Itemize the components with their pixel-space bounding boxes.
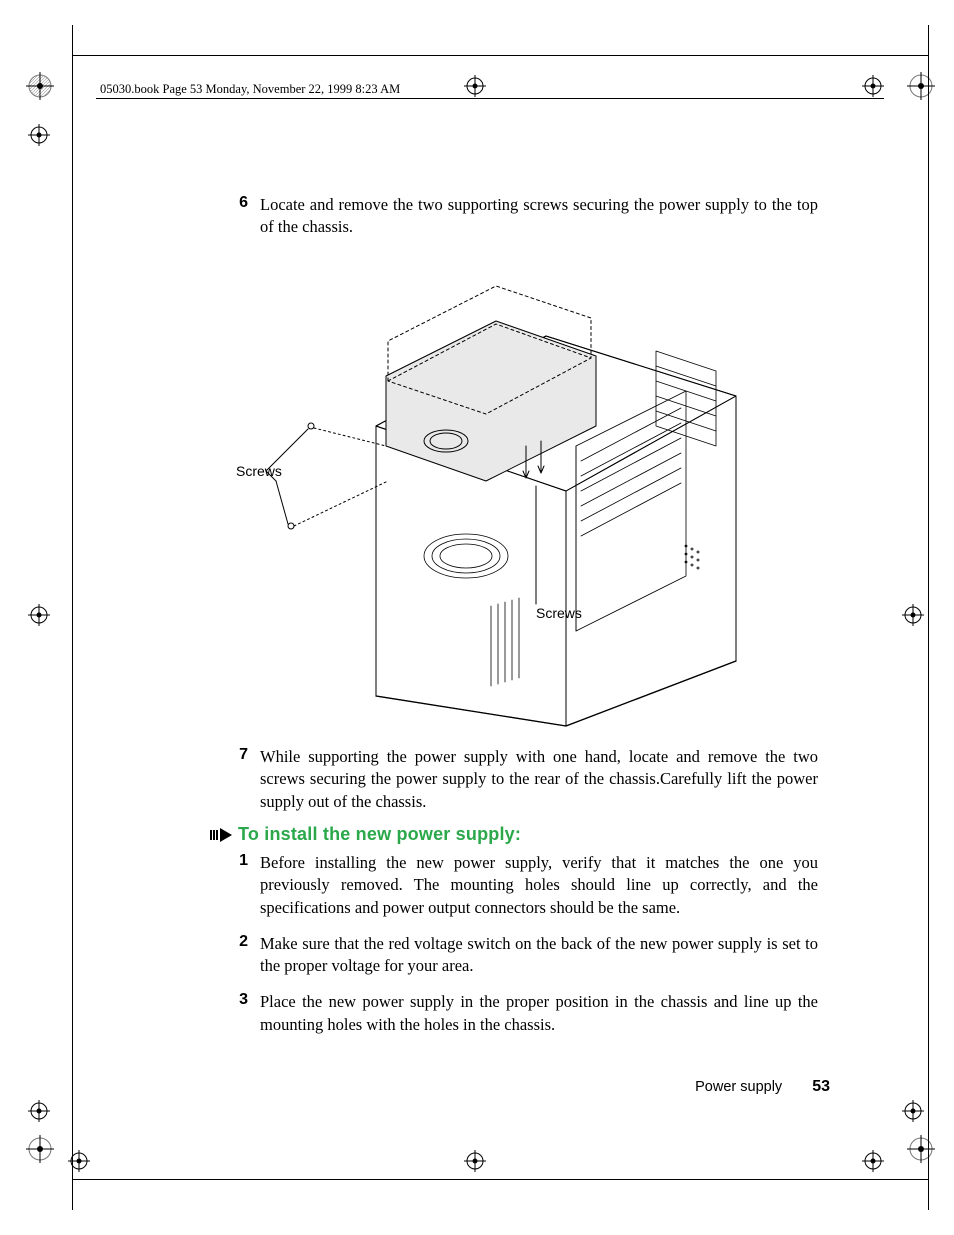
crop-target-icon — [28, 1100, 50, 1122]
step-text: While supporting the power supply with o… — [260, 746, 818, 813]
crop-target-icon — [862, 75, 884, 97]
registration-mark-icon — [907, 72, 935, 100]
crop-rule — [928, 25, 929, 1210]
step-item: 2 Make sure that the red voltage switch … — [236, 933, 818, 978]
step-list-c: 1 Before installing the new power supply… — [236, 852, 818, 1050]
step-number: 6 — [236, 194, 260, 239]
step-list-a: 6 Locate and remove the two supporting s… — [236, 194, 818, 253]
step-number: 3 — [236, 991, 260, 1036]
registration-mark-icon — [907, 1135, 935, 1163]
figure-label-center: Screws — [536, 605, 582, 621]
step-item: 3 Place the new power supply in the prop… — [236, 991, 818, 1036]
step-number: 1 — [236, 852, 260, 919]
header-rule — [96, 98, 884, 99]
step-item: 7 While supporting the power supply with… — [236, 746, 818, 813]
crop-rule — [72, 1179, 929, 1180]
step-item: 1 Before installing the new power supply… — [236, 852, 818, 919]
step-number: 7 — [236, 746, 260, 813]
step-text: Place the new power supply in the proper… — [260, 991, 818, 1036]
page: 05030.book Page 53 Monday, November 22, … — [0, 0, 954, 1235]
step-text: Make sure that the red voltage switch on… — [260, 933, 818, 978]
crop-target-icon — [902, 604, 924, 626]
footer-page-number: 53 — [812, 1078, 830, 1095]
registration-mark-icon — [26, 1135, 54, 1163]
section-title: To install the new power supply: — [238, 824, 521, 845]
crop-target-icon — [902, 1100, 924, 1122]
arrow-bullet-icon — [210, 828, 232, 842]
crop-rule — [72, 25, 73, 1210]
step-text: Locate and remove the two supporting scr… — [260, 194, 818, 239]
step-text: Before installing the new power supply, … — [260, 852, 818, 919]
registration-mark-icon — [26, 72, 54, 100]
crop-target-icon — [862, 1150, 884, 1172]
figure-label-left: Screws — [236, 463, 282, 479]
footer-section: Power supply — [695, 1079, 782, 1095]
crop-target-icon — [28, 604, 50, 626]
step-item: 6 Locate and remove the two supporting s… — [236, 194, 818, 239]
step-list-b: 7 While supporting the power supply with… — [236, 746, 818, 827]
step-number: 2 — [236, 933, 260, 978]
section-heading: To install the new power supply: — [210, 824, 521, 845]
running-header: 05030.book Page 53 Monday, November 22, … — [100, 82, 400, 97]
crop-target-icon — [28, 124, 50, 146]
chassis-diagram: Screws Screws — [236, 246, 796, 731]
crop-target-icon — [464, 1150, 486, 1172]
crop-rule — [72, 55, 929, 56]
page-footer: Power supply 53 — [0, 1078, 830, 1096]
crop-target-icon — [464, 75, 486, 97]
